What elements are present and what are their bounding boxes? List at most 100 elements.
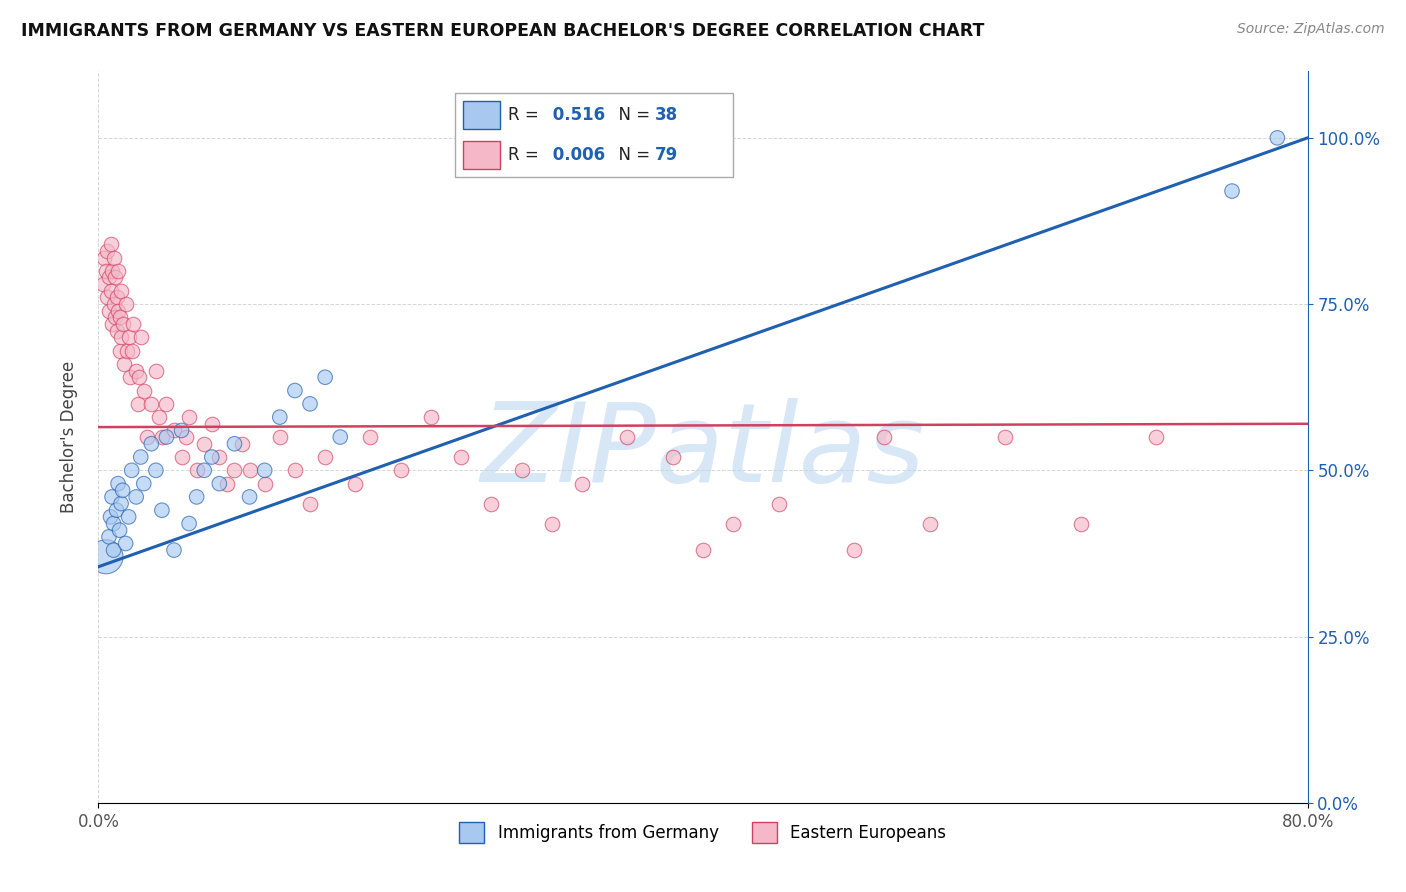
Point [96,290,118,304]
Point [1070,516,1092,531]
Point [208,450,231,464]
Point [103,297,125,311]
Y-axis label: Bachelor's Degree: Bachelor's Degree [59,361,77,513]
Text: IMMIGRANTS FROM GERMANY VS EASTERN EUROPEAN BACHELOR'S DEGREE CORRELATION CHART: IMMIGRANTS FROM GERMANY VS EASTERN EUROP… [21,22,984,40]
Point [299,397,322,411]
Point [111,317,134,331]
Point [150,430,173,444]
Point [540,516,562,531]
Point [108,310,131,325]
Point [103,543,125,558]
Point [170,450,193,464]
Point [125,490,148,504]
Point [132,476,155,491]
Point [918,516,941,531]
Point [98,270,121,285]
Point [571,476,593,491]
Point [284,463,307,477]
Point [100,509,122,524]
Point [768,497,790,511]
Point [122,317,145,331]
Text: ZIPatlas: ZIPatlas [481,398,925,505]
Point [135,430,157,444]
Point [844,543,866,558]
Point [107,303,129,318]
Point [186,490,208,504]
Point [193,463,215,477]
Point [420,410,443,425]
Point [94,549,117,564]
Point [100,237,122,252]
Point [105,503,128,517]
Point [239,490,262,504]
Point [239,463,262,477]
Point [127,397,149,411]
Point [115,343,138,358]
Point [141,436,163,450]
Point [179,410,201,425]
Point [105,290,128,304]
Point [329,430,352,444]
Point [96,244,118,258]
Point [103,251,125,265]
Point [186,463,208,477]
Point [129,450,152,464]
Point [692,543,714,558]
Point [269,430,291,444]
Point [201,417,224,431]
Point [141,397,163,411]
Point [389,463,412,477]
Point [128,370,150,384]
Point [174,430,197,444]
Point [118,330,141,344]
Point [118,509,141,524]
Point [93,251,115,265]
Point [94,264,117,278]
Point [110,330,132,344]
Point [91,277,114,292]
Point [114,297,136,311]
Point [224,463,246,477]
Point [269,410,291,425]
Point [98,303,121,318]
Point [1267,131,1289,145]
Point [107,476,129,491]
Point [112,357,135,371]
Point [150,503,173,517]
Point [873,430,896,444]
Point [121,463,143,477]
Point [101,264,124,278]
Point [155,397,177,411]
Point [314,450,336,464]
Point [163,543,186,558]
Point [132,384,155,398]
Point [105,324,128,338]
Point [98,530,121,544]
Point [121,343,143,358]
Point [111,483,134,498]
Point [1220,184,1243,198]
Point [1144,430,1167,444]
Point [360,430,382,444]
Point [314,370,336,384]
Point [108,523,131,537]
Point [299,497,322,511]
Text: Source: ZipAtlas.com: Source: ZipAtlas.com [1237,22,1385,37]
Point [103,516,125,531]
Point [224,436,246,450]
Point [723,516,745,531]
Point [510,463,533,477]
Point [148,410,170,425]
Point [155,430,177,444]
Point [107,264,129,278]
Point [215,476,238,491]
Point [125,363,148,377]
Point [110,284,132,298]
Point [163,424,186,438]
Point [193,436,215,450]
Point [616,430,638,444]
Point [129,330,152,344]
Point [145,363,167,377]
Point [661,450,683,464]
Legend: Immigrants from Germany, Eastern Europeans: Immigrants from Germany, Eastern Europea… [453,815,953,849]
